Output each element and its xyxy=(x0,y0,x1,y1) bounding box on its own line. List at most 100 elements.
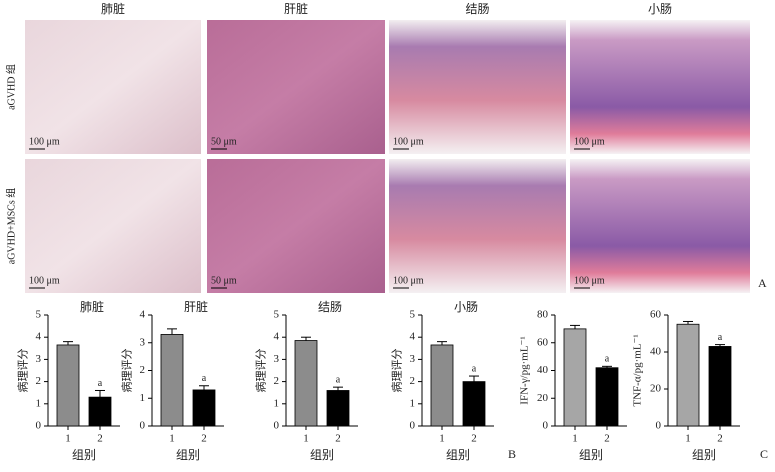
x-axis-label: 组别 xyxy=(692,448,716,462)
y-axis-label: 病理评分 xyxy=(16,349,30,393)
scale-bar-label: 50 μm xyxy=(211,136,237,147)
y-tick-label: 80 xyxy=(537,309,549,321)
bar xyxy=(160,334,184,427)
chart-title: 肺脏 xyxy=(80,299,104,314)
y-tick-label: 0 xyxy=(274,420,280,432)
y-tick-label: 4 xyxy=(140,309,146,321)
x-tick-label: 2 xyxy=(335,433,341,445)
scale-bar-label: 100 μm xyxy=(393,275,424,286)
y-tick-label: 60 xyxy=(537,336,549,348)
y-tick-label: 1 xyxy=(140,392,146,404)
y-tick-label: 3 xyxy=(140,336,146,348)
y-tick-label: 2 xyxy=(140,364,146,376)
y-tick-label: 20 xyxy=(537,392,549,404)
histology-image xyxy=(389,20,566,154)
histology-image xyxy=(570,20,750,154)
y-tick-label: 2 xyxy=(274,375,280,387)
x-tick-label: 2 xyxy=(201,433,207,445)
x-axis-label: 组别 xyxy=(579,448,603,462)
y-tick-label: 1 xyxy=(274,397,280,409)
row-label: aGVHD+MSCs 组 xyxy=(4,188,17,264)
histology-image xyxy=(389,159,566,293)
y-tick-label: 0 xyxy=(140,420,146,432)
x-tick-label: 2 xyxy=(471,433,477,445)
bar xyxy=(294,340,318,427)
y-tick-label: 4 xyxy=(410,331,416,343)
panel-label: C xyxy=(760,447,768,461)
column-header: 结肠 xyxy=(465,2,489,16)
bar xyxy=(326,390,350,427)
bar xyxy=(192,389,216,427)
scale-bar-label: 100 μm xyxy=(29,275,60,286)
row-label: aGVHD 组 xyxy=(4,64,17,110)
significance-label: a xyxy=(605,354,610,365)
y-tick-label: 40 xyxy=(537,364,549,376)
x-tick-label: 1 xyxy=(572,433,578,445)
y-tick-label: 3 xyxy=(274,353,280,365)
x-tick-label: 1 xyxy=(439,433,445,445)
y-tick-label: 0 xyxy=(36,420,42,432)
x-tick-label: 2 xyxy=(97,433,103,445)
significance-label: a xyxy=(718,332,723,343)
x-tick-label: 2 xyxy=(604,433,610,445)
panel-label: B xyxy=(508,447,516,461)
panel-label: A xyxy=(758,276,767,290)
y-tick-label: 5 xyxy=(36,309,42,321)
y-axis-label: IFN-γ/pg·mL⁻¹ xyxy=(519,336,531,404)
histology-image xyxy=(207,159,385,293)
y-tick-label: 60 xyxy=(650,309,662,321)
scale-bar-label: 100 μm xyxy=(574,136,605,147)
y-tick-label: 4 xyxy=(274,331,280,343)
histology-image xyxy=(25,20,201,154)
y-tick-label: 20 xyxy=(650,383,662,395)
column-header: 肺脏 xyxy=(101,1,125,16)
scale-bar-label: 50 μm xyxy=(211,275,237,286)
y-tick-label: 2 xyxy=(410,375,416,387)
bar xyxy=(462,381,486,427)
x-tick-label: 2 xyxy=(717,433,723,445)
chart-title: 小肠 xyxy=(454,300,478,314)
y-tick-label: 1 xyxy=(36,397,42,409)
column-header: 小肠 xyxy=(648,2,672,16)
bar xyxy=(595,367,619,427)
y-tick-label: 5 xyxy=(410,309,416,321)
significance-label: a xyxy=(336,374,341,385)
significance-label: a xyxy=(98,378,103,389)
scale-bar-label: 100 μm xyxy=(574,275,605,286)
chart-title: 肝脏 xyxy=(184,299,208,314)
scale-bar-label: 100 μm xyxy=(393,136,424,147)
significance-label: a xyxy=(472,363,477,374)
bar xyxy=(676,323,700,427)
y-axis-label: 病理评分 xyxy=(254,349,268,393)
y-tick-label: 4 xyxy=(36,331,42,343)
y-tick-label: 0 xyxy=(656,420,662,432)
scale-bar-label: 100 μm xyxy=(29,136,60,147)
y-tick-label: 0 xyxy=(410,420,416,432)
bar xyxy=(563,328,587,427)
y-tick-label: 1 xyxy=(410,397,416,409)
x-axis-label: 组别 xyxy=(72,448,96,462)
bar xyxy=(56,344,80,427)
bar xyxy=(708,346,732,427)
y-tick-label: 0 xyxy=(543,420,549,432)
y-tick-label: 5 xyxy=(274,309,280,321)
histology-image xyxy=(207,20,385,154)
column-header: 肝脏 xyxy=(284,1,308,16)
x-tick-label: 1 xyxy=(65,433,71,445)
x-tick-label: 1 xyxy=(303,433,309,445)
histology-image xyxy=(25,159,201,293)
y-tick-label: 3 xyxy=(410,353,416,365)
bar xyxy=(88,396,112,427)
x-tick-label: 1 xyxy=(169,433,175,445)
x-axis-label: 组别 xyxy=(176,448,200,462)
x-axis-label: 组别 xyxy=(446,448,470,462)
histology-image xyxy=(570,159,750,293)
bar xyxy=(430,344,454,427)
y-tick-label: 3 xyxy=(36,353,42,365)
chart-title: 结肠 xyxy=(318,300,342,314)
x-axis-label: 组别 xyxy=(310,448,334,462)
y-axis-label: 病理评分 xyxy=(390,349,404,393)
x-tick-label: 1 xyxy=(685,433,691,445)
y-tick-label: 40 xyxy=(650,346,662,358)
